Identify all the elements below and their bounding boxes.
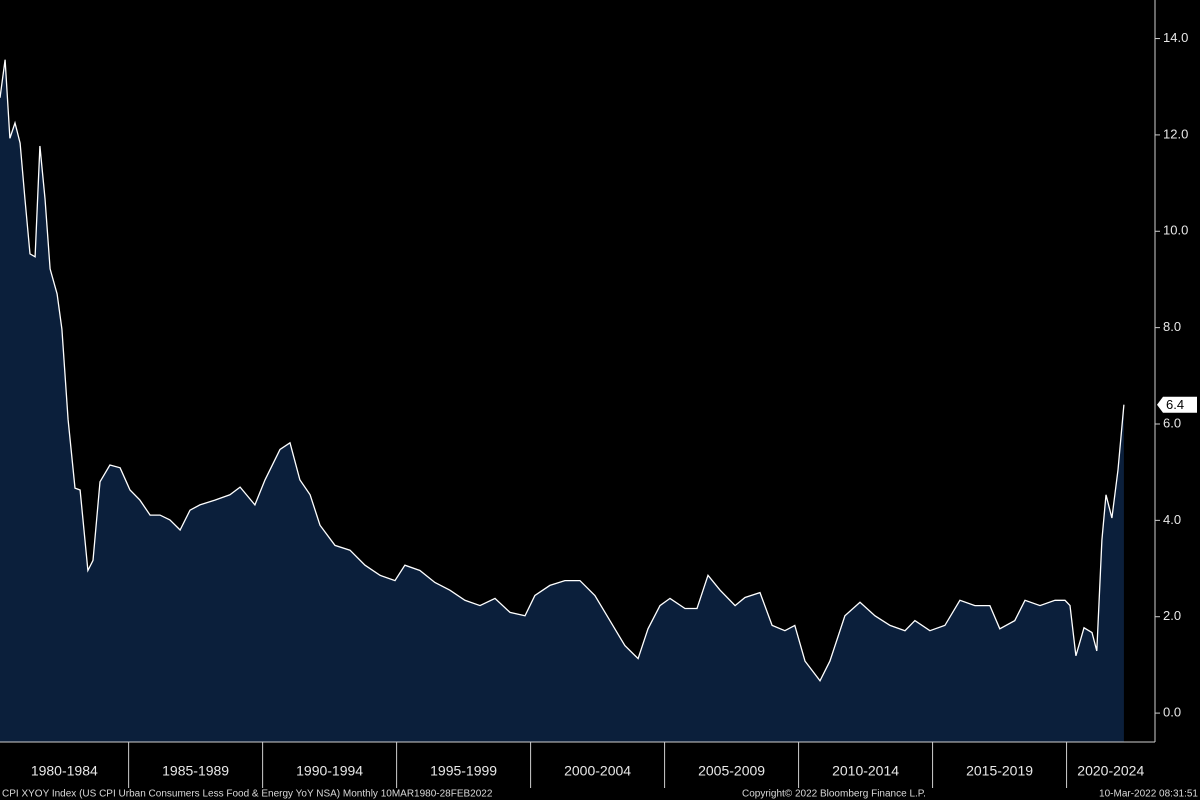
last-value-label: 6.4 [1166,397,1184,412]
y-tick-label: 14.0 [1163,30,1188,45]
footer-timestamp: 10-Mar-2022 08:31:51 [1099,789,1198,800]
series-line [0,59,1125,683]
area-fill [0,59,1124,742]
y-tick-label: 0.0 [1163,705,1181,720]
x-band-label: 1985-1989 [162,763,229,779]
x-band-label: 1980-1984 [31,763,98,779]
x-band-label: 2000-2004 [564,763,631,779]
y-tick-label: 8.0 [1163,319,1181,334]
y-tick-label: 2.0 [1163,608,1181,623]
x-band-label: 2015-2019 [966,763,1033,779]
y-tick-label: 10.0 [1163,223,1188,238]
x-band-label: 1990-1994 [296,763,363,779]
x-band-label: 2005-2009 [698,763,765,779]
x-band-label: 2010-2014 [832,763,899,779]
x-band-label: 1995-1999 [430,763,497,779]
y-tick-label: 6.0 [1163,415,1181,430]
last-value-box [1157,396,1197,413]
y-tick-label: 4.0 [1163,512,1181,527]
y-tick-label: 12.0 [1163,126,1188,141]
footer-description: CPI XYOY Index (US CPI Urban Consumers L… [2,789,493,800]
footer-copyright: Copyright© 2022 Bloomberg Finance L.P. [742,789,926,800]
x-band-label: 2020-2024 [1077,763,1144,779]
